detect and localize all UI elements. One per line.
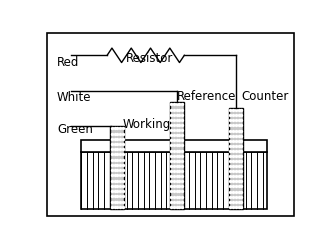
Bar bbox=[110, 126, 124, 209]
Text: White: White bbox=[57, 91, 91, 104]
Bar bbox=[81, 140, 267, 152]
Text: Resistor: Resistor bbox=[126, 52, 173, 64]
Bar bbox=[81, 152, 267, 209]
Bar bbox=[170, 102, 184, 209]
Text: Red: Red bbox=[57, 56, 79, 69]
Text: Counter: Counter bbox=[241, 90, 288, 103]
Text: Working: Working bbox=[123, 118, 171, 131]
Bar bbox=[229, 108, 243, 209]
Text: Reference: Reference bbox=[177, 90, 236, 103]
Text: Green: Green bbox=[57, 123, 93, 136]
